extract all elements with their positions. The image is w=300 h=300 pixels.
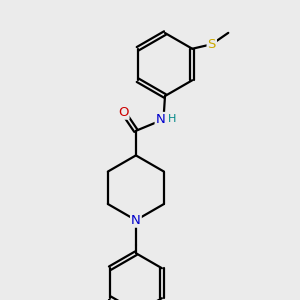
Text: S: S	[208, 38, 216, 51]
Text: O: O	[118, 106, 129, 119]
Text: N: N	[131, 214, 141, 227]
Text: N: N	[156, 113, 165, 126]
Text: H: H	[168, 114, 177, 124]
